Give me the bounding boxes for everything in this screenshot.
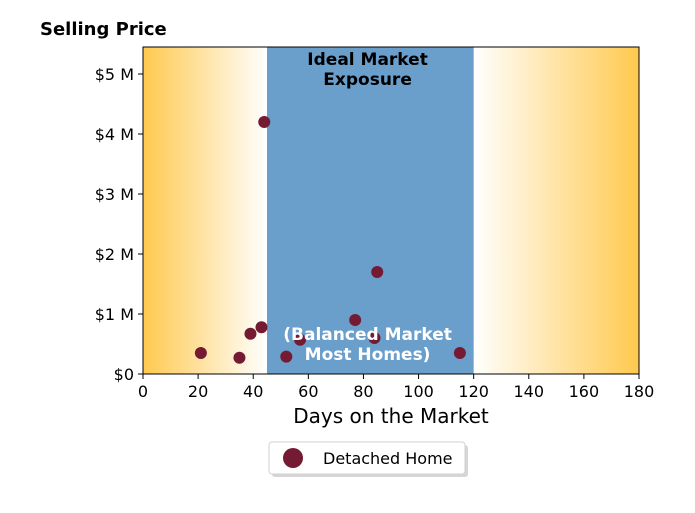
x-tick-label: 100 bbox=[403, 382, 434, 401]
x-tick-label: 40 bbox=[243, 382, 263, 401]
y-tick-label: $3 M bbox=[95, 185, 134, 204]
x-tick-label: 160 bbox=[569, 382, 600, 401]
y-tick-label: $5 M bbox=[95, 65, 134, 84]
y-tick-label: $0 bbox=[114, 365, 134, 384]
gradient-region-2 bbox=[473, 47, 639, 374]
legend-marker bbox=[283, 448, 303, 468]
legend: Detached Home bbox=[268, 441, 468, 477]
y-tick-label: $2 M bbox=[95, 245, 134, 264]
y-tick-label: $1 M bbox=[95, 305, 134, 324]
data-point bbox=[349, 314, 362, 326]
background-regions bbox=[143, 47, 639, 374]
annotation-top-line-1: Exposure bbox=[323, 70, 412, 90]
data-point bbox=[453, 347, 466, 359]
data-point bbox=[294, 333, 307, 346]
x-tick-label: 20 bbox=[188, 382, 208, 401]
annotation-bottom-line-1: Most Homes) bbox=[305, 345, 431, 365]
plot-frame bbox=[142, 46, 640, 375]
data-point bbox=[244, 327, 257, 340]
data-point bbox=[280, 350, 293, 363]
x-tick-label: 140 bbox=[514, 382, 545, 401]
x-axis-title: Days on the Market bbox=[293, 404, 489, 428]
y-axis: $0 $1 M $2 M $3 M $4 M $5 M bbox=[95, 65, 143, 384]
x-tick-label: 60 bbox=[298, 382, 318, 401]
y-tick-label: $4 M bbox=[95, 125, 134, 144]
data-point bbox=[255, 321, 268, 334]
ideal-exposure-band bbox=[267, 47, 474, 374]
data-point bbox=[371, 266, 384, 278]
x-tick-label: 180 bbox=[624, 382, 655, 401]
data-point bbox=[233, 351, 246, 364]
x-tick-label: 120 bbox=[458, 382, 489, 401]
gradient-region-1 bbox=[143, 47, 267, 374]
legend-label: Detached Home bbox=[323, 449, 453, 468]
data-point bbox=[194, 347, 207, 359]
x-tick-label: 0 bbox=[138, 382, 148, 401]
data-point bbox=[368, 332, 381, 344]
data-point bbox=[258, 116, 271, 128]
data-points bbox=[194, 116, 466, 364]
annotation-top-line-0: Ideal Market bbox=[307, 50, 428, 70]
x-tick-label: 80 bbox=[353, 382, 373, 401]
x-axis: 0 20 40 60 80 100 120 140 160 180 bbox=[138, 374, 654, 401]
legend-box bbox=[268, 441, 466, 475]
annotation-bottom-line-0: (Balanced Market bbox=[283, 325, 452, 345]
chart-title: Selling Price bbox=[40, 19, 167, 40]
